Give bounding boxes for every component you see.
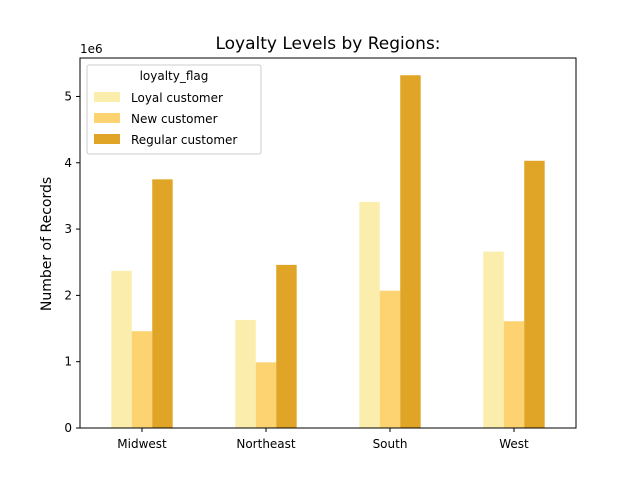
bars — [111, 75, 545, 428]
bar — [379, 290, 401, 428]
axis-ticks: 0 1 2 3 4 5 Midwest Northeast South West — [64, 89, 529, 451]
chart-title: Loyalty Levels by Regions: — [215, 34, 440, 54]
x-tick-label: West — [499, 437, 529, 451]
y-offset-label: 1e6 — [80, 42, 103, 56]
bar — [400, 75, 421, 428]
legend-title: loyalty_flag — [140, 69, 209, 83]
legend-label: New customer — [131, 112, 218, 126]
bar — [359, 201, 380, 428]
y-tick-label: 4 — [64, 156, 72, 170]
bar — [255, 362, 277, 428]
legend: loyalty_flag Loyal customer New customer R… — [86, 64, 262, 155]
y-tick-label: 2 — [64, 288, 72, 302]
y-tick-label: 0 — [64, 421, 72, 435]
x-tick-label: Northeast — [236, 437, 296, 451]
y-tick-label: 5 — [64, 89, 72, 103]
legend-swatch — [94, 92, 120, 102]
legend-swatch — [94, 113, 120, 123]
legend-box — [86, 64, 262, 155]
bar — [276, 264, 297, 428]
bar — [235, 319, 256, 428]
x-tick-label: Midwest — [117, 437, 167, 451]
bar — [131, 331, 153, 428]
bar — [111, 270, 132, 428]
y-tick-label: 1 — [64, 355, 72, 369]
legend-label: Loyal customer — [131, 91, 223, 105]
plot-frame — [79, 57, 577, 429]
x-tick-label: South — [373, 437, 408, 451]
bar — [503, 321, 525, 428]
bar — [483, 251, 504, 428]
bar — [152, 179, 173, 428]
bar — [524, 160, 545, 428]
legend-swatch — [94, 134, 120, 144]
y-axis-label: Number of Records — [39, 177, 55, 311]
y-tick-label: 3 — [64, 222, 72, 236]
legend-label: Regular customer — [131, 133, 237, 147]
